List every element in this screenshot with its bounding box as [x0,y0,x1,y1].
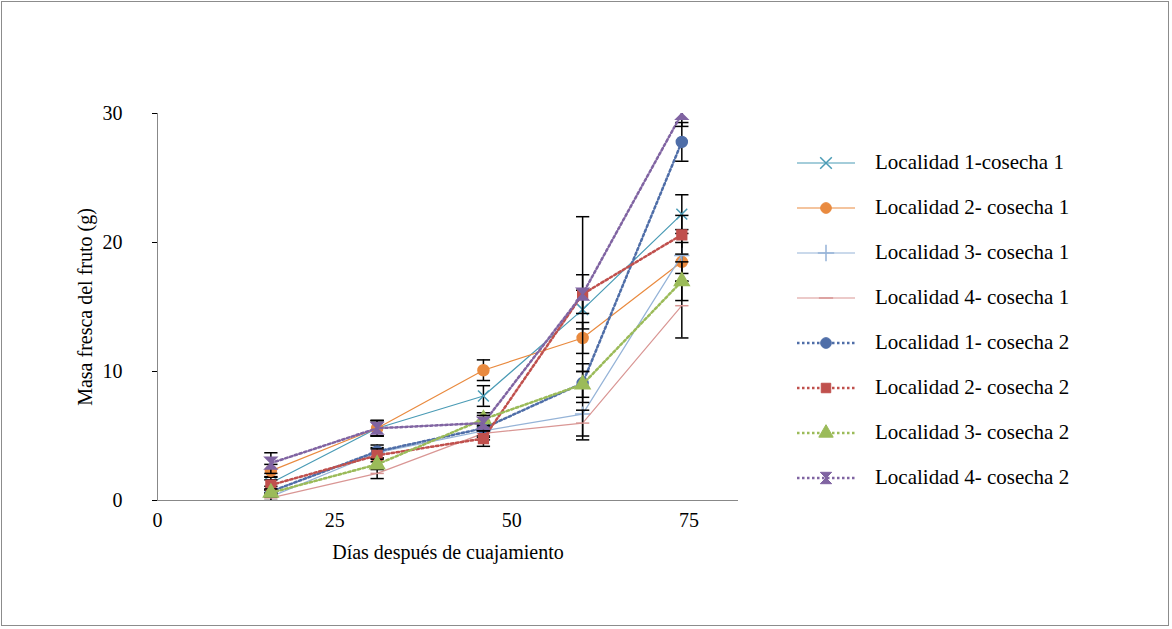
svg-text:25: 25 [325,509,345,531]
html-text:Localidad 1-cosecha 1: Localidad 1-cosecha 1 [875,150,1064,174]
html-text:Localidad 3- cosecha 1: Localidad 3- cosecha 1 [875,240,1070,264]
html-text:Localidad 4- cosecha 2: Localidad 4- cosecha 2 [875,465,1070,489]
html-text:Localidad 4- cosecha 1: Localidad 4- cosecha 1 [875,285,1070,309]
svg-text:0: 0 [113,489,123,511]
html-text:Localidad 1- cosecha 2: Localidad 1- cosecha 2 [875,330,1070,354]
svg-text:10: 10 [103,360,123,382]
svg-text:Masa fresca del fruto (g): Masa fresca del fruto (g) [74,208,97,406]
svg-text:75: 75 [679,509,699,531]
svg-text:20: 20 [103,231,123,253]
html-text:Localidad 3- cosecha 2: Localidad 3- cosecha 2 [875,420,1070,444]
html-text:Localidad 2- cosecha 1: Localidad 2- cosecha 1 [875,195,1070,219]
svg-text:0: 0 [153,509,163,531]
svg-text:50: 50 [502,509,522,531]
html-text:Localidad 2- cosecha 2: Localidad 2- cosecha 2 [875,375,1070,399]
svg-text:Días después de cuajamiento: Días después de cuajamiento [332,541,564,564]
svg-text:30: 30 [103,102,123,124]
